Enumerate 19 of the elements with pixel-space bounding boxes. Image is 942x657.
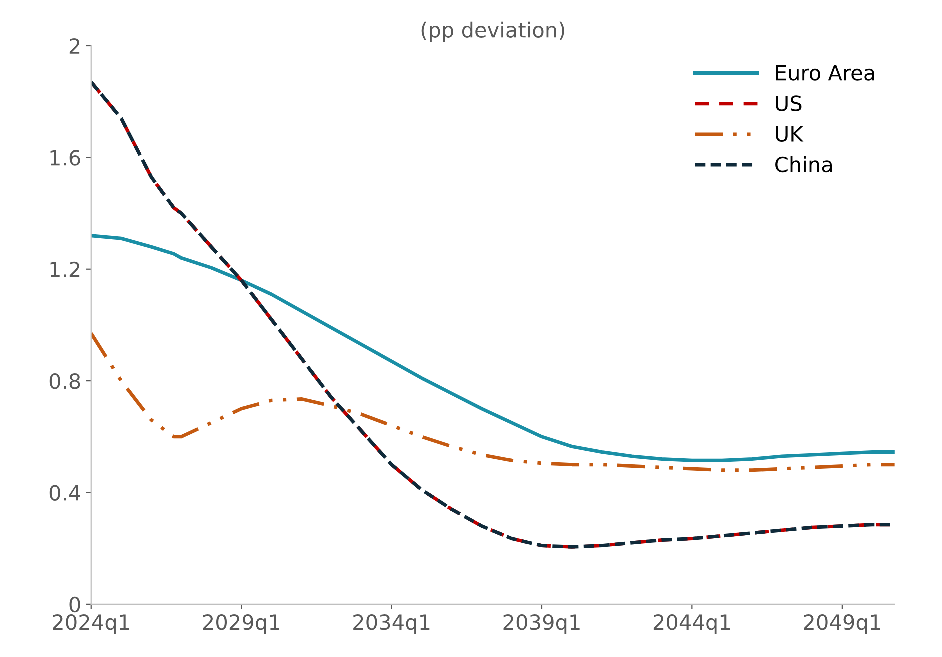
legend-label: US [776,96,802,112]
x-tick-label: 2049q1 [804,614,880,634]
legend-label: Euro Area [776,65,874,81]
legend-label: China [776,156,832,173]
y-tick-label: 1.6 [50,150,80,166]
legend-label: UK [776,126,804,142]
x-tick-label: 2029q1 [203,614,280,634]
x-tick-label: 2044q1 [654,614,730,634]
y-tick-label: 0.4 [50,485,80,501]
y-tick-label: 1.2 [50,262,80,278]
line-series [91,332,895,472]
y-tick-label: 0.8 [50,374,80,390]
x-tick-label: 2024q1 [53,614,130,634]
chart-subtitle: (pp deviation) [422,22,564,42]
x-tick-label: 2034q1 [354,614,430,634]
y-tick-label: 2 [70,38,80,54]
line-series [91,234,895,462]
y-tick-label: 0 [70,596,80,613]
x-tick-label: 2039q1 [504,614,580,634]
